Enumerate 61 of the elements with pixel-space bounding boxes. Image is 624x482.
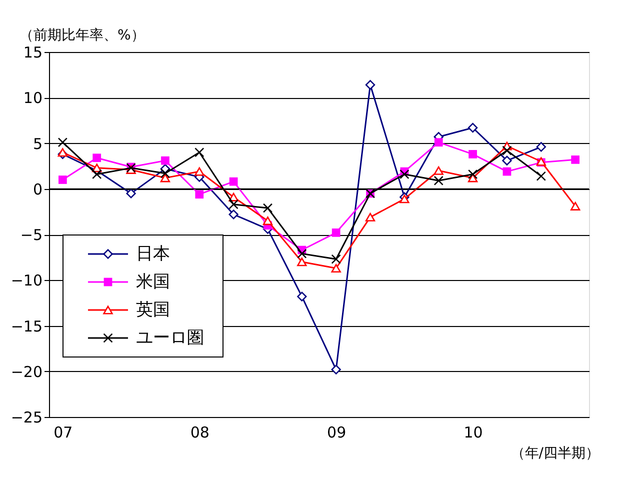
point: [161, 156, 170, 165]
point: [262, 216, 273, 226]
x-tick-label: 07: [54, 424, 73, 442]
point: [365, 212, 376, 222]
x-tick-label: 09: [327, 424, 346, 442]
y-tick-label: −25: [10, 408, 42, 426]
legend-label: ユーロ圏: [136, 328, 204, 348]
point: [536, 171, 546, 181]
y-tick-label: −5: [20, 226, 42, 244]
point: [160, 174, 170, 182]
point: [297, 292, 307, 302]
x-tick-label: 08: [190, 424, 210, 442]
point: [92, 169, 102, 180]
point: [160, 168, 170, 178]
y-tick-label: 15: [23, 44, 42, 62]
point: [332, 228, 340, 237]
point: [228, 200, 238, 210]
point: [570, 202, 580, 210]
point: [571, 155, 580, 164]
point: [502, 156, 512, 166]
point: [502, 146, 512, 156]
y-tick-label: 0: [32, 180, 42, 198]
legend-label: 米国: [136, 272, 170, 292]
point: [468, 122, 478, 133]
point: [331, 254, 341, 264]
point: [536, 142, 546, 152]
y-tick-label: −10: [10, 272, 42, 290]
point: [331, 264, 341, 273]
point: [434, 176, 444, 186]
point: [434, 138, 443, 147]
legend-label: 日本: [136, 244, 170, 264]
point: [92, 154, 102, 162]
y-tick-label: −15: [10, 317, 42, 336]
point: [262, 203, 273, 213]
point: [502, 167, 512, 176]
point: [229, 177, 238, 186]
point: [468, 174, 478, 182]
point: [297, 258, 307, 266]
point: [400, 194, 410, 204]
point: [331, 364, 341, 374]
point: [195, 190, 204, 199]
point: [194, 167, 204, 176]
legend-label: 英国: [136, 300, 170, 320]
point: [365, 80, 376, 90]
y-axis-title: （前期比年率、%）: [20, 28, 145, 44]
y-tick-label: 5: [32, 134, 42, 153]
x-axis-title: （年/四半期）: [510, 446, 600, 462]
x-tick-label: 10: [464, 424, 483, 442]
point: [468, 150, 477, 158]
y-tick-label: 10: [23, 89, 42, 108]
point: [228, 210, 238, 220]
point: [194, 148, 204, 158]
point: [297, 248, 307, 258]
point: [58, 176, 67, 184]
point: [58, 148, 68, 157]
point: [468, 169, 478, 180]
point: [58, 138, 68, 148]
point: [434, 166, 444, 175]
y-tick-label: −20: [10, 362, 42, 381]
point: [400, 169, 410, 180]
point: [126, 188, 136, 198]
